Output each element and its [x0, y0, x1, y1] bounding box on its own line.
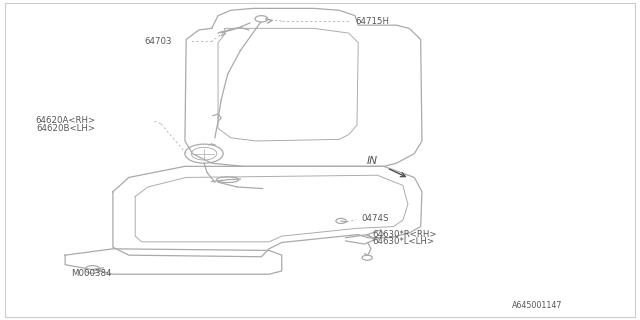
Text: 64630*R<RH>: 64630*R<RH> [372, 230, 436, 239]
Text: 64630*L<LH>: 64630*L<LH> [372, 237, 435, 246]
Text: IN: IN [366, 156, 378, 166]
Text: 64620B<LH>: 64620B<LH> [36, 124, 96, 133]
Text: 64620A<RH>: 64620A<RH> [36, 116, 96, 125]
Text: 64715H: 64715H [355, 17, 389, 26]
Text: 0474S: 0474S [362, 214, 389, 223]
Text: M000384: M000384 [72, 269, 112, 278]
Text: A645001147: A645001147 [512, 301, 562, 310]
Text: 64703: 64703 [145, 36, 172, 45]
